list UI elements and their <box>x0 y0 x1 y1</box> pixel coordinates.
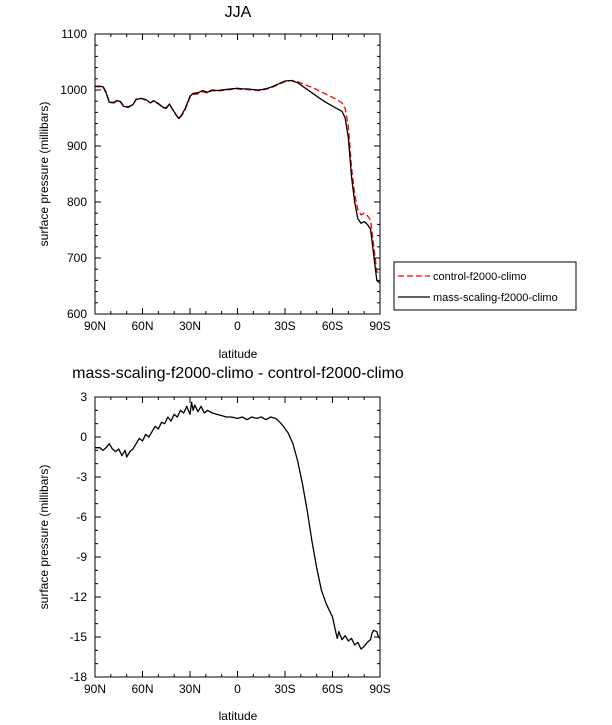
bottom-plot-frame <box>94 396 381 678</box>
top-series-mass-scaling-f2000-climo <box>95 79 381 284</box>
top-x-tick-label: 90S <box>369 319 390 333</box>
legend-label-mass-scaling: mass-scaling-f2000-climo <box>433 292 558 304</box>
top-y-tick-label: 700 <box>67 251 87 265</box>
bottom-y-tick-label: 3 <box>80 390 87 404</box>
bottom-chart-title: mass-scaling-f2000-climo - control-f2000… <box>72 365 404 382</box>
top-y-tick-label: 1100 <box>61 27 87 41</box>
bottom-x-axis-label: latitude <box>219 709 258 723</box>
bottom-y-tick-label: 0 <box>80 430 87 444</box>
top-y-tick-label: 1000 <box>60 83 87 97</box>
bottom-x-tick-label: 60N <box>131 682 153 696</box>
bottom-series-difference <box>95 401 381 650</box>
bottom-x-tick-label: 90S <box>369 682 390 696</box>
top-y-axis-label: surface pressure (millibars) <box>37 102 51 247</box>
top-x-tick-label: 90N <box>84 319 106 333</box>
bottom-y-tick-label: -6 <box>76 510 87 524</box>
top-y-tick-label: 900 <box>67 139 87 153</box>
bottom-y-tick-label: -9 <box>76 550 87 564</box>
top-x-tick-label: 30S <box>274 319 295 333</box>
legend-box <box>393 261 577 311</box>
top-series-control-f2000-climo <box>95 79 381 276</box>
top-x-tick-label: 0 <box>234 319 241 333</box>
legend: control-f2000-climo mass-scaling-f2000-c… <box>393 261 577 311</box>
bottom-y-axis-label: surface pressure (millibars) <box>37 465 51 610</box>
bottom-y-tick-label: -3 <box>76 470 87 484</box>
top-plot-frame <box>94 33 381 315</box>
bottom-y-tick-label: -15 <box>70 630 88 644</box>
bottom-y-tick-label: -18 <box>70 670 88 684</box>
top-x-axis-label: latitude <box>219 347 258 361</box>
bottom-x-tick-label: 0 <box>234 682 241 696</box>
top-chart-title: JJA <box>225 4 252 21</box>
top-y-tick-label: 800 <box>67 195 87 209</box>
bottom-y-tick-label: -12 <box>70 590 88 604</box>
bottom-panel: mass-scaling-f2000-climo - control-f2000… <box>37 365 404 723</box>
legend-label-control: control-f2000-climo <box>433 271 527 283</box>
top-y-tick-label: 600 <box>67 307 87 321</box>
bottom-x-tick-label: 30N <box>179 682 201 696</box>
bottom-x-tick-label: 90N <box>84 682 106 696</box>
bottom-x-tick-label: 60S <box>322 682 343 696</box>
top-panel: JJA latitude surface pressure (millibars… <box>37 4 391 361</box>
top-x-tick-label: 60N <box>131 319 153 333</box>
top-x-tick-label: 30N <box>179 319 201 333</box>
bottom-x-tick-label: 30S <box>274 682 295 696</box>
top-x-tick-label: 60S <box>322 319 343 333</box>
